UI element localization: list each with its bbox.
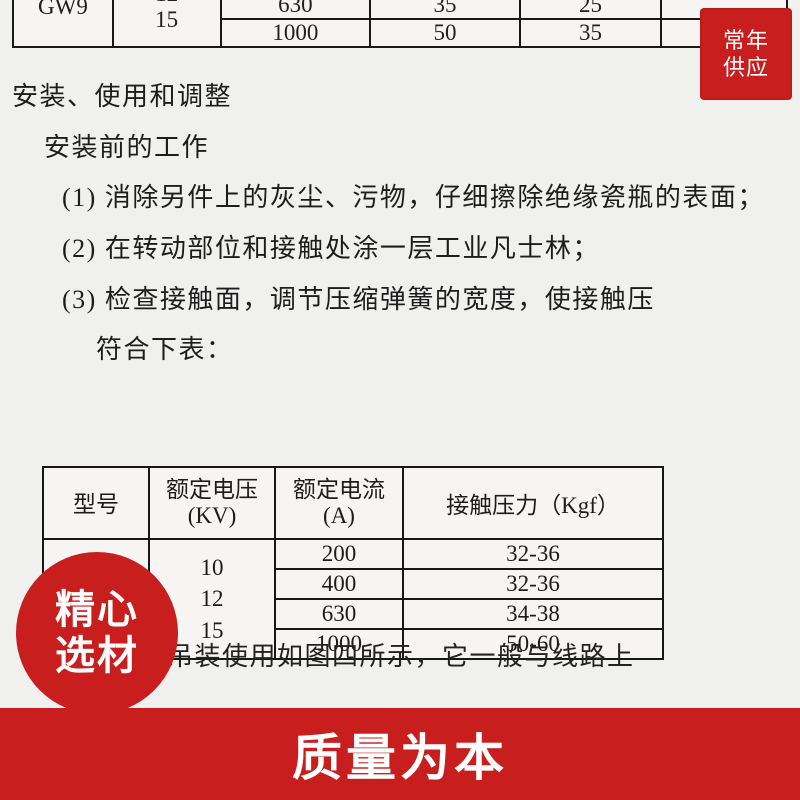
- col-rated-voltage-label: 额定电压: [150, 473, 274, 503]
- top-table-r1c5: 25: [520, 0, 662, 19]
- step-3-line1: (3) 检查接触面，调节压缩弹簧的宽度，使接触压: [0, 275, 800, 326]
- badge-material-line1: 精心: [55, 588, 139, 632]
- footer-slogan: 质量为本: [0, 708, 800, 800]
- top-table-r2c3: 1000: [221, 19, 371, 47]
- heading-pre-install-work: 安装前的工作: [0, 123, 800, 174]
- top-table-model-cell: GW9: [13, 0, 113, 47]
- cell-pressure-1: 32-36: [403, 569, 663, 599]
- col-rated-current-label: 额定电流: [276, 473, 402, 503]
- badge-material: 精心 选材: [16, 552, 178, 714]
- top-table-r2c5: 35: [520, 19, 662, 47]
- cell-voltage-l2: 12: [201, 586, 224, 611]
- top-table-voltage-l2: 15: [155, 7, 178, 32]
- top-table-r2c4: 50: [370, 19, 520, 47]
- col-rated-voltage-unit: (KV): [150, 503, 274, 533]
- top-partial-spec-table: GW9 12 15 630 35 25 1000 50 35 20: [12, 0, 788, 48]
- top-table-r1c3: 630: [221, 0, 371, 19]
- cell-current-2: 630: [275, 599, 403, 629]
- badge-supply: 常年 供应: [700, 8, 792, 100]
- badge-supply-line2: 供应: [723, 54, 769, 82]
- col-model: 型号: [43, 467, 149, 539]
- step-3-line2: 符合下表：: [0, 325, 800, 376]
- top-table-voltage-cell: 12 15: [113, 0, 221, 47]
- step-2: (2) 在转动部位和接触处涂一层工业凡士林；: [0, 224, 800, 275]
- cell-pressure-0: 32-36: [403, 539, 663, 569]
- top-table-voltage-l1: 12: [155, 0, 178, 6]
- col-rated-voltage: 额定电压(KV): [149, 467, 275, 539]
- cell-pressure-2: 34-38: [403, 599, 663, 629]
- col-rated-current-unit: (A): [276, 503, 402, 533]
- badge-material-line2: 选材: [55, 634, 139, 678]
- heading-install-use-adjust: 安装、使用和调整: [0, 72, 800, 123]
- cell-current-0: 200: [275, 539, 403, 569]
- col-contact-pressure-label: 接触压力（Kgf）: [446, 493, 620, 518]
- badge-supply-line1: 常年: [723, 27, 769, 55]
- cell-voltage-l1: 10: [201, 555, 224, 580]
- col-model-label: 型号: [44, 488, 148, 518]
- step-1: (1) 消除另件上的灰尘、污物，仔细擦除绝缘瓷瓶的表面；: [0, 173, 800, 224]
- cell-current-1: 400: [275, 569, 403, 599]
- col-contact-pressure: 接触压力（Kgf）: [403, 467, 663, 539]
- top-table-r1c4: 35: [370, 0, 520, 19]
- instruction-text-block: 安装、使用和调整 安装前的工作 (1) 消除另件上的灰尘、污物，仔细擦除绝缘瓷瓶…: [0, 72, 800, 376]
- col-rated-current: 额定电流(A): [275, 467, 403, 539]
